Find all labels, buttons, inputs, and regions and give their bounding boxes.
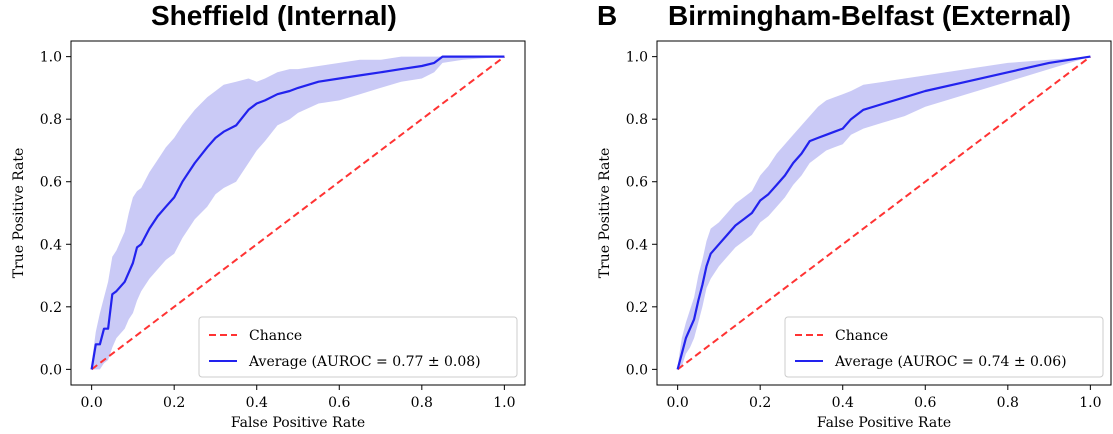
confidence-band [677, 56, 1091, 370]
y-tick-label: 0.2 [40, 300, 62, 316]
x-tick-label: 1.0 [493, 395, 515, 411]
average-roc-line [676, 55, 1091, 370]
panel-letter-b: B [597, 0, 618, 31]
y-tick-label: 1.0 [40, 50, 62, 66]
panel-title-sheffield: Sheffield (Internal) [151, 0, 397, 31]
legend-label: Chance [249, 328, 302, 344]
y-tick-label: 0.8 [40, 112, 62, 128]
y-tick-label: 0.0 [626, 362, 648, 378]
x-axis-label: False Positive Rate [817, 415, 951, 431]
x-tick-label: 0.4 [832, 395, 854, 411]
roc-plot-1: 0.0 0.2 0.4 0.6 0.8 1.0 0.0 0.2 0.4 0.6 0.8 1.0 Fals… [11, 40, 526, 431]
confidence-band [91, 56, 505, 370]
x-tick-label: 0.2 [163, 395, 185, 411]
x-tick-label: 0.4 [246, 395, 268, 411]
legend-label: Average (AUROC = 0.74 ± 0.06) [834, 354, 1067, 370]
legend-label: Average (AUROC = 0.77 ± 0.08) [248, 354, 481, 370]
legend: Chance Average (AUROC = 0.74 ± 0.06) [784, 316, 1104, 378]
y-tick-label: 0.4 [626, 237, 648, 253]
x-axis-label: False Positive Rate [231, 415, 365, 431]
x-tick-label: 0.8 [997, 395, 1019, 411]
chance-line [91, 55, 505, 371]
y-tick-label: 0.0 [40, 362, 62, 378]
legend-box [198, 316, 518, 378]
average-roc-line [90, 55, 505, 370]
y-axis-label: True Positive Rate [11, 148, 27, 279]
y-tick-label: 0.6 [40, 175, 62, 191]
y-tick-label: 0.8 [626, 112, 648, 128]
y-tick-label: 1.0 [626, 50, 648, 66]
axes-frame [656, 40, 1112, 386]
roc-plot-2: 0.0 0.2 0.4 0.6 0.8 1.0 0.0 0.2 0.4 0.6 0.8 1.0 Fals… [597, 40, 1112, 431]
x-tick-label: 0.8 [411, 395, 433, 411]
x-tick-label: 0.0 [667, 395, 689, 411]
axes-frame [70, 40, 526, 386]
x-tick-label: 1.0 [1079, 395, 1101, 411]
x-tick-label: 0.6 [328, 395, 350, 411]
panel-title-birmingham-belfast: Birmingham-Belfast (External) [668, 0, 1071, 31]
y-tick-label: 0.4 [40, 237, 62, 253]
legend-box [784, 316, 1104, 378]
x-tick-label: 0.2 [749, 395, 771, 411]
x-tick-label: 0.0 [81, 395, 103, 411]
chance-line [677, 55, 1091, 371]
y-tick-label: 0.2 [626, 300, 648, 316]
y-axis-label: True Positive Rate [597, 148, 613, 279]
x-tick-label: 0.6 [914, 395, 936, 411]
legend: Chance Average (AUROC = 0.77 ± 0.08) [198, 316, 518, 378]
y-tick-label: 0.6 [626, 175, 648, 191]
legend-label: Chance [835, 328, 888, 344]
